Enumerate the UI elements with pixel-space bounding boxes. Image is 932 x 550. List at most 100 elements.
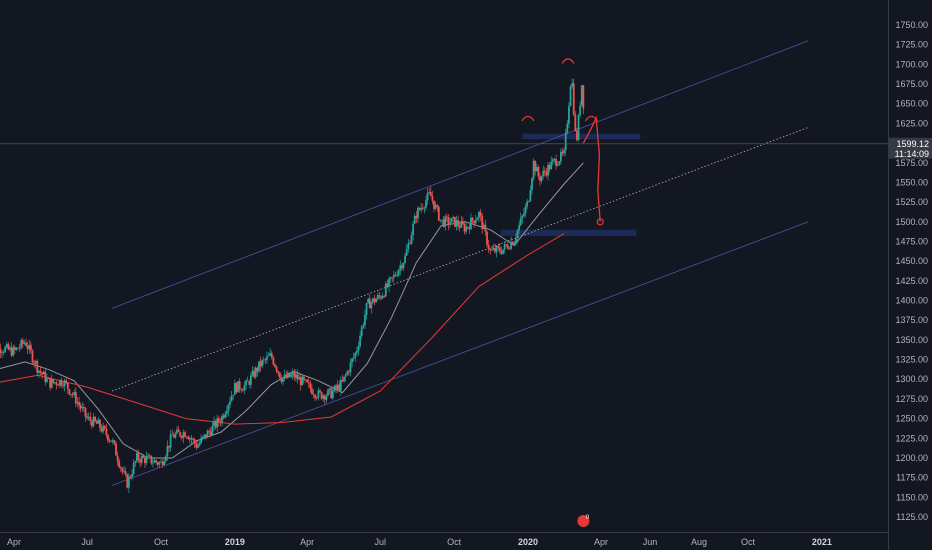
candle-body [153, 460, 156, 463]
candle-body [74, 392, 77, 404]
moving-average-line [0, 162, 584, 459]
candle-body [209, 431, 212, 435]
candle-body [510, 241, 512, 249]
candle-body [57, 384, 60, 386]
candle-body [296, 374, 299, 380]
candle-body [362, 324, 365, 327]
countdown-value: 11:14:09 [895, 149, 929, 159]
candle-body [579, 105, 582, 115]
candle-body [241, 390, 244, 392]
candle-body [429, 192, 432, 197]
candle-body [266, 356, 268, 360]
candle-body [193, 439, 196, 444]
candle-body [188, 438, 191, 440]
candle-body [269, 353, 272, 356]
moving-average-line [0, 233, 565, 425]
candle-body [494, 248, 496, 253]
candle-body [404, 255, 406, 263]
candle-body [556, 164, 559, 166]
candle-body [17, 347, 19, 349]
candle-body [523, 213, 525, 216]
candle-body [36, 361, 39, 373]
candle-body [515, 238, 517, 243]
candle-body [455, 220, 458, 227]
candle-body [261, 360, 264, 367]
candle-body [99, 419, 101, 428]
candle-body [478, 211, 480, 218]
candle-body [185, 436, 188, 438]
candle-body [163, 461, 166, 466]
candle-body [161, 461, 164, 466]
candle-body [134, 461, 137, 464]
candle-body [359, 335, 362, 346]
candle-body [177, 429, 180, 433]
price-axis[interactable] [888, 0, 932, 550]
y-tick-label: 1275.00 [895, 394, 928, 404]
x-tick-label: Oct [741, 537, 756, 547]
candle-body [5, 344, 8, 348]
candle-body [182, 432, 185, 439]
y-tick-label: 1375.00 [895, 315, 928, 325]
candle-body [222, 415, 225, 418]
candle-body [18, 347, 21, 349]
candle-body [107, 435, 109, 441]
candle-body [76, 402, 79, 404]
candle-body [216, 418, 219, 428]
y-tick-label: 1500.00 [895, 217, 928, 227]
candle-body [360, 326, 363, 336]
candle-body [354, 352, 357, 358]
candle-body [33, 362, 35, 364]
candle-body [304, 379, 307, 381]
candle-body [166, 445, 169, 457]
candle-body [235, 383, 238, 393]
candle-body [132, 463, 135, 475]
candle-body [572, 83, 575, 115]
candle-body [301, 376, 304, 386]
candle-body [531, 178, 533, 191]
candle-body [559, 151, 562, 162]
candle-body [237, 381, 239, 393]
candle-body [86, 416, 88, 418]
candle-body [437, 206, 440, 221]
y-tick-label: 1300.00 [895, 374, 928, 384]
candle-body [139, 459, 141, 463]
y-tick-label: 1525.00 [895, 197, 928, 207]
candle-body [155, 460, 158, 463]
x-tick-label: Apr [594, 537, 608, 547]
last-price-box [889, 137, 932, 159]
candle-body [47, 378, 50, 380]
candle-body [412, 223, 415, 236]
y-tick-label: 1325.00 [895, 355, 928, 365]
candle-body [272, 357, 275, 365]
y-tick-label: 1400.00 [895, 296, 928, 306]
candle-body [314, 394, 317, 398]
candle-body [508, 248, 511, 250]
candle-body [434, 205, 437, 209]
candle-body [476, 217, 479, 221]
candle-body [463, 224, 466, 232]
candle-body [540, 175, 543, 181]
candle-body [294, 374, 297, 378]
candle-body [431, 196, 434, 201]
candle-body [172, 435, 175, 438]
candle-body [233, 383, 236, 395]
candle-body [373, 298, 376, 303]
candle-body [232, 394, 235, 396]
candle-body [70, 394, 72, 396]
candle-body [315, 397, 318, 399]
last-price-label: 1599.12 11:14:09 [889, 137, 932, 159]
candle-body [298, 377, 300, 380]
y-tick-label: 1150.00 [896, 492, 928, 502]
candle-body [44, 371, 47, 382]
candle-body [338, 384, 341, 391]
candle-body [400, 265, 403, 269]
candle-body [444, 216, 447, 227]
candle-body [208, 430, 211, 432]
candle-body [309, 383, 312, 389]
candle-body [248, 381, 251, 385]
candle-body [95, 421, 98, 424]
time-axis[interactable] [0, 532, 888, 550]
candle-body [137, 452, 140, 460]
candle-body [471, 217, 474, 221]
